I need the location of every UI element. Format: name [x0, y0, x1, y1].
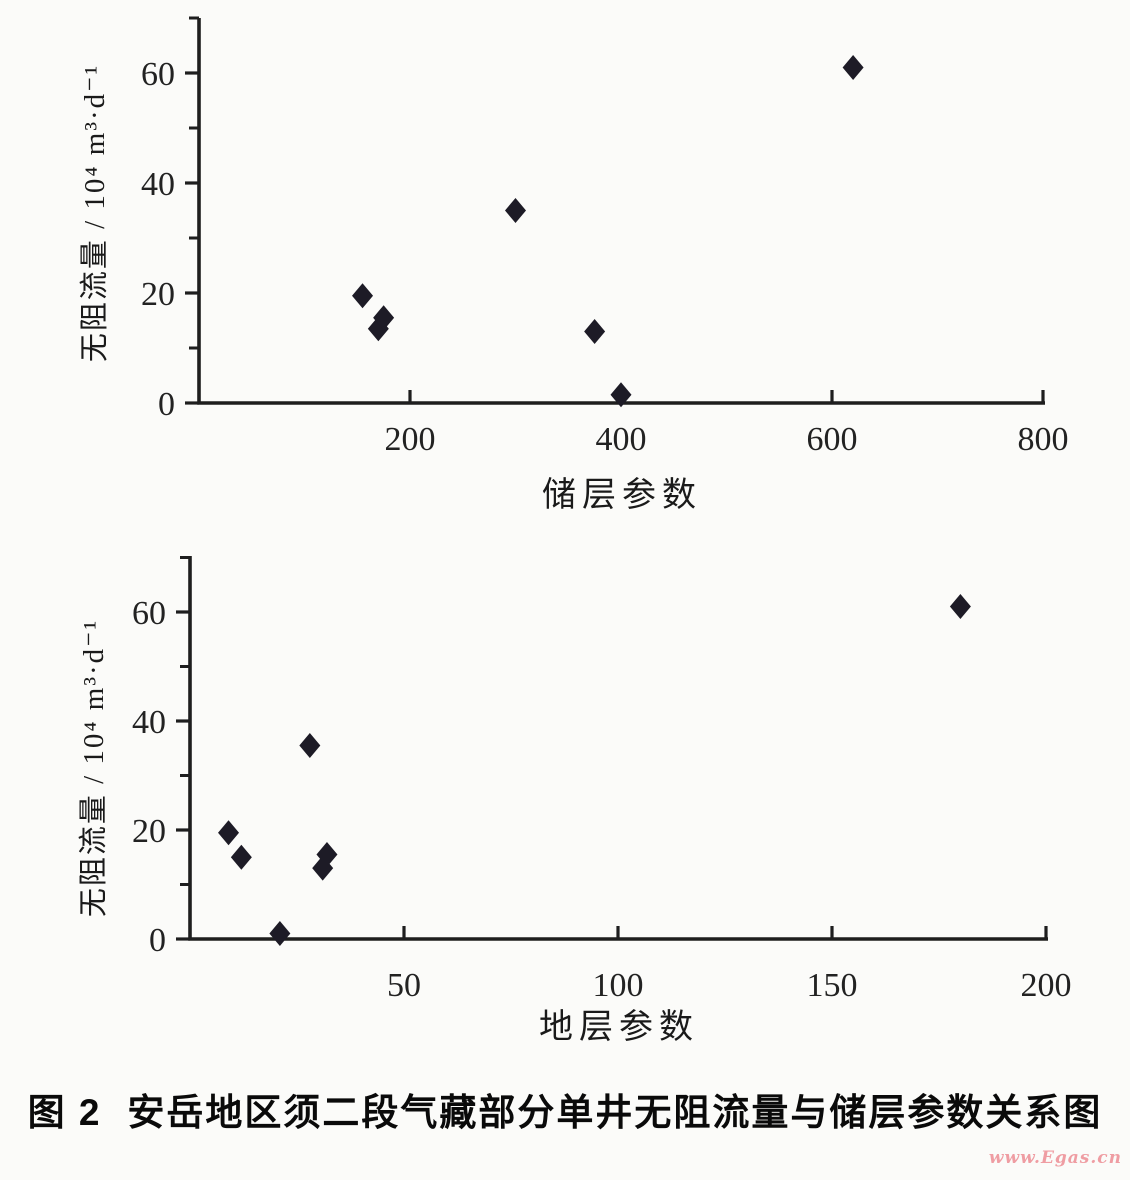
- data-point: [269, 921, 291, 947]
- data-point: [584, 319, 606, 344]
- y-axis-title: 无阻流量 / 10⁴ m³·d⁻¹: [78, 64, 111, 362]
- data-point: [230, 844, 252, 870]
- x-tick-label: 150: [807, 967, 858, 1004]
- data-point: [299, 733, 321, 759]
- data-point: [949, 594, 971, 620]
- watermark-text: www.Egas.cn: [988, 1148, 1122, 1168]
- data-point: [352, 283, 374, 309]
- figure-caption: 图 2 安岳地区须二段气藏部分单井无阻流量与储层参数关系图: [0, 1082, 1130, 1136]
- y-tick-label: 0: [149, 922, 166, 959]
- x-axis-title: 储层参数: [542, 476, 702, 514]
- x-tick-label: 400: [596, 421, 647, 458]
- y-tick-label: 20: [132, 813, 166, 850]
- caption-text: 安岳地区须二段气藏部分单井无阻流量与储层参数关系图: [127, 1092, 1103, 1133]
- scatter-chart-2: 0 20 40 60 50 100 150 200 地层参数 无阻流量 / 10⁴ m³·d⁻¹: [77, 556, 1072, 1046]
- y-tick-label: 40: [141, 166, 175, 203]
- x-tick-label: 600: [807, 421, 858, 458]
- x-tick-label: 100: [593, 967, 644, 1004]
- data-point: [505, 198, 526, 223]
- y-axis-title: 无阻流量 / 10⁴ m³·d⁻¹: [77, 619, 110, 917]
- x-tick-label: 200: [1021, 967, 1072, 1004]
- x-axis-title: 地层参数: [539, 1008, 699, 1046]
- x-tick-label: 200: [385, 421, 436, 458]
- data-point: [610, 382, 632, 408]
- data-point: [218, 820, 240, 846]
- data-point: [316, 842, 338, 868]
- data-point: [373, 305, 395, 331]
- axis-lines: [188, 556, 1048, 941]
- data-point: [842, 55, 864, 80]
- y-tick-label: 20: [141, 276, 175, 313]
- y-tick-label: 60: [132, 595, 166, 632]
- caption-label: 图 2: [27, 1092, 102, 1133]
- y-tick-label: 0: [158, 386, 175, 423]
- x-tick-label: 50: [387, 967, 421, 1004]
- axis-lines: [197, 18, 1045, 405]
- scatter-chart-1: 0 20 40 60 200 400 600 800 储层参数 无阻流量 / 10⁴ m³·d⁻¹: [78, 16, 1069, 514]
- y-tick-label: 60: [141, 56, 175, 93]
- x-tick-label: 800: [1018, 421, 1069, 458]
- y-tick-label: 40: [132, 704, 166, 741]
